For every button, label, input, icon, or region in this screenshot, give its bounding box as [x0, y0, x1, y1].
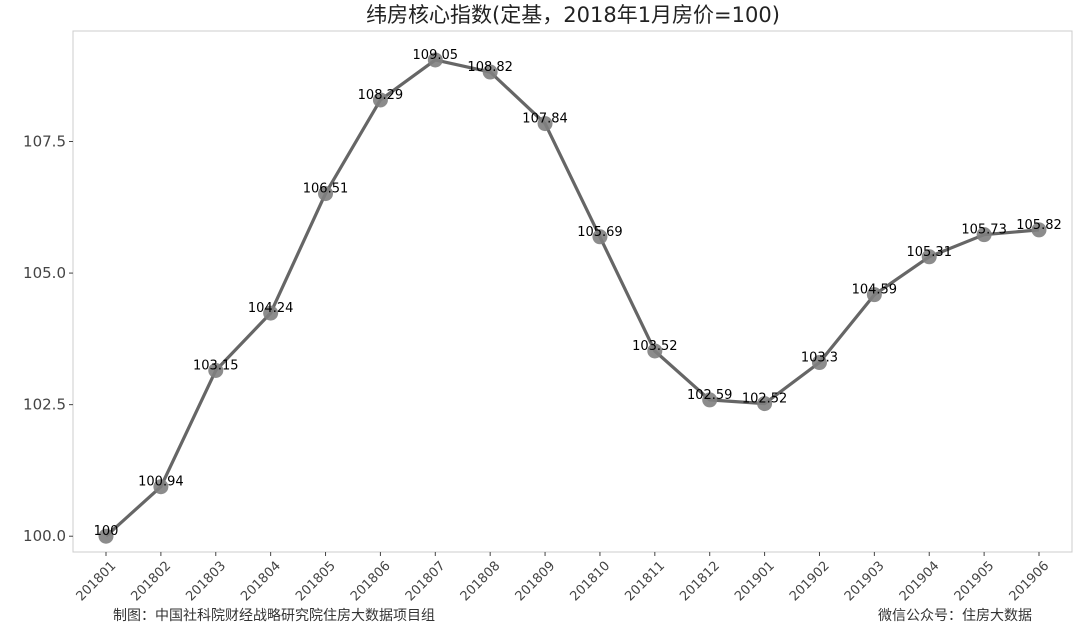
data-label: 105.69 [577, 225, 623, 240]
data-label: 105.82 [1016, 218, 1062, 233]
data-point [592, 229, 608, 245]
data-point [153, 479, 169, 495]
data-point [318, 186, 334, 202]
x-tick-label: 201808 [458, 559, 504, 605]
data-label: 104.59 [852, 283, 898, 298]
x-tick-label: 201807 [403, 559, 449, 605]
x-tick-label: 201901 [732, 559, 778, 605]
data-label: 103.3 [801, 351, 838, 366]
data-point [811, 355, 827, 371]
x-tick-label: 201805 [293, 559, 339, 605]
data-point [921, 249, 937, 265]
data-label: 109.05 [413, 48, 459, 63]
x-tick-label: 201812 [677, 559, 723, 605]
data-point [372, 92, 388, 108]
series-line [104, 58, 1040, 538]
footer-source: 制图：中国社科院财经战略研究院住房大数据项目组 [113, 608, 435, 624]
x-tick-label: 201804 [238, 559, 284, 605]
chart-title: 纬房核心指数(定基，2018年1月房价=100) [366, 3, 780, 27]
x-tick-label: 201803 [183, 559, 229, 605]
x-tick-label: 201802 [128, 559, 174, 605]
y-axis: 100.0 102.5 105.0 107.5 [23, 133, 73, 545]
data-label: 106.51 [303, 182, 349, 197]
data-label: 100 [94, 524, 119, 539]
x-tick-label: 201906 [1007, 559, 1053, 605]
data-point [98, 528, 114, 544]
data-point [482, 64, 498, 80]
data-point [702, 392, 718, 408]
data-point [647, 343, 663, 359]
footer-wechat: 微信公众号：住房大数据 [878, 608, 1032, 624]
data-point [976, 227, 992, 243]
y-tick-label: 102.5 [23, 396, 66, 414]
data-labels: 100 100.94 103.15 104.24 106.51 108.29 109.05 1… [94, 48, 1062, 539]
data-point [1031, 222, 1047, 238]
x-tick-label: 201806 [348, 559, 394, 605]
data-point [537, 116, 553, 132]
data-point [866, 287, 882, 303]
data-label: 108.82 [467, 60, 513, 75]
data-label: 100.94 [138, 475, 184, 490]
x-tick-label: 201809 [513, 559, 559, 605]
x-tick-label: 201903 [842, 559, 888, 605]
data-label: 108.29 [358, 88, 404, 103]
x-tick-label: 201811 [622, 559, 668, 605]
data-label: 102.52 [742, 392, 788, 407]
data-label: 103.15 [193, 358, 239, 373]
series-core-index [98, 52, 1047, 544]
data-point [263, 305, 279, 321]
data-label: 107.84 [522, 112, 568, 127]
x-tick-label: 201905 [952, 559, 998, 605]
plot-frame [72, 30, 1073, 553]
data-label: 105.31 [906, 245, 952, 260]
data-label: 105.73 [961, 223, 1007, 238]
x-axis: 201801 201802 201803 201804 201805 201806 2018… [74, 552, 1053, 605]
data-point [208, 362, 224, 378]
y-tick-label: 105.0 [23, 264, 66, 282]
data-label: 102.59 [687, 388, 733, 403]
x-tick-label: 201801 [74, 559, 120, 605]
data-label: 104.24 [248, 301, 294, 316]
data-label: 103.52 [632, 339, 678, 354]
data-point [757, 396, 773, 412]
x-tick-label: 201902 [787, 559, 833, 605]
y-tick-label: 100.0 [23, 527, 66, 545]
data-point [427, 52, 443, 68]
y-tick-label: 107.5 [23, 133, 66, 151]
x-tick-label: 201810 [567, 559, 613, 605]
x-tick-label: 201904 [897, 559, 943, 605]
